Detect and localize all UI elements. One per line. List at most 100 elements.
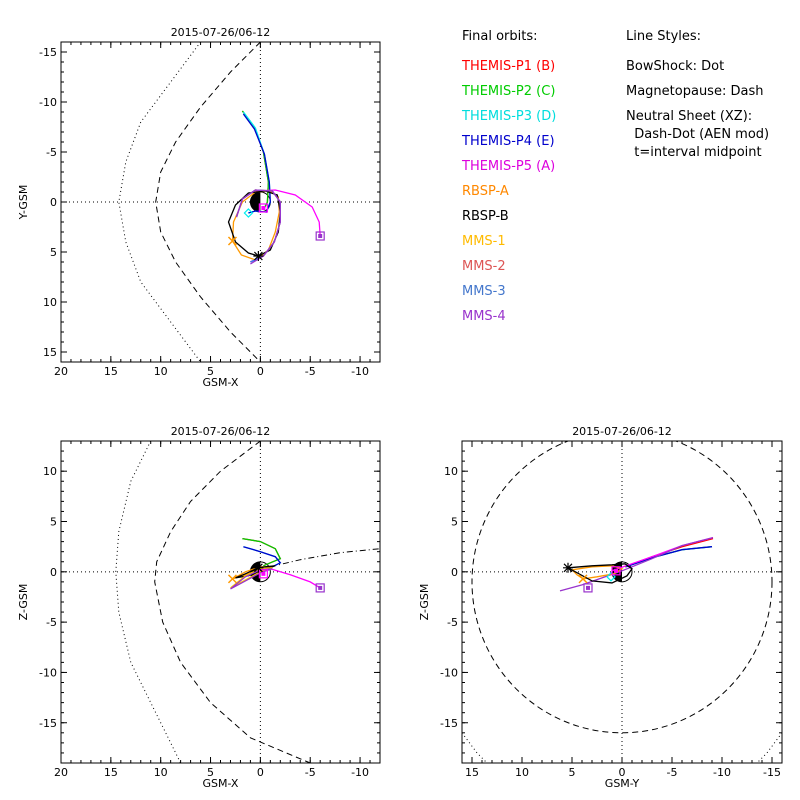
legend-entry: MMS-3	[462, 284, 506, 299]
xz-plot-panel: 2015-07-26/06-12 GSM-X Z-GSM 20 15 10 5 0 -5 -10 -…	[17, 425, 381, 790]
end-marker-diamond	[243, 208, 254, 218]
earth-night-side	[250, 192, 261, 212]
end-marker-x	[227, 236, 237, 246]
magnetopause-curve	[154, 441, 311, 763]
bowshock-curve	[118, 42, 202, 362]
y-tick-label: 0	[451, 566, 458, 579]
x-tick-label: -10	[351, 365, 369, 378]
legend-entry: THEMIS-P3 (D)	[461, 109, 556, 124]
end-marker-square-fill	[261, 206, 266, 210]
x-tick-label: 15	[104, 766, 118, 779]
end-marker-asterisk	[253, 562, 264, 573]
y-tick-label: 10	[43, 296, 57, 309]
x-tick-label: 10	[515, 766, 529, 779]
y-tick-label: -10	[39, 666, 57, 679]
end-marker-square-fill	[318, 234, 323, 238]
end-marker-asterisk	[563, 562, 573, 573]
x-tick-label: -5	[667, 766, 678, 779]
x-tick-label: 10	[154, 365, 168, 378]
x-tick-label: -15	[763, 766, 781, 779]
y-tick-label: -5	[46, 146, 57, 159]
x-axis-label: GSM-X	[203, 376, 239, 389]
end-marker-square	[315, 231, 325, 241]
xy-plot-panel: 2015-07-26/06-12 GSM-X Y-GSM 20 15 10 5 0 -5 -10 -…	[17, 26, 381, 389]
plot-frame	[60, 440, 381, 764]
orbit-mms-1	[230, 567, 273, 589]
line-style-entry: Neutral Sheet (XZ):	[626, 109, 752, 124]
line-styles-key: Line Styles: BowShock: Dot Magnetopause: …	[626, 29, 769, 160]
x-tick-label: 15	[465, 766, 479, 779]
x-tick-label: 5	[569, 766, 576, 779]
y-tick-label: -5	[46, 616, 57, 629]
x-tick-label: -10	[351, 766, 369, 779]
line-style-entry: BowShock: Dot	[626, 59, 724, 74]
plot-title: 2015-07-26/06-12	[572, 425, 672, 438]
x-tick-label: 0	[619, 766, 626, 779]
end-marker-square	[583, 583, 593, 593]
x-tick-label: 15	[104, 365, 118, 378]
line-style-entry: t=interval midpoint	[626, 145, 762, 160]
bowshock-curve	[462, 732, 488, 763]
x-tick-label: 0	[257, 766, 264, 779]
y-tick-label: 15	[43, 346, 57, 359]
bowshock-curve	[115, 441, 182, 763]
end-marker-square-fill	[318, 585, 323, 590]
line-style-entry: Magnetopause: Dash	[626, 84, 763, 99]
y-axis-label: Y-GSM	[17, 185, 30, 221]
y-tick-label: 0	[50, 566, 57, 579]
x-tick-label: 10	[154, 766, 168, 779]
legend-entry: RBSP-B	[462, 209, 509, 224]
end-marker-square	[258, 203, 268, 213]
x-tick-label: 20	[54, 766, 68, 779]
plot-frame	[60, 41, 381, 363]
legend-entry: MMS-4	[462, 309, 506, 324]
x-tick-label: 0	[257, 365, 264, 378]
y-tick-label: -15	[39, 717, 57, 730]
x-tick-label: 20	[54, 365, 68, 378]
x-axis-label: GSM-X	[203, 777, 239, 790]
y-tick-label: -5	[447, 616, 458, 629]
orbit-rbsp-b	[567, 563, 633, 584]
orbit-themis-p5-a-	[255, 189, 321, 237]
y-tick-label: 5	[50, 516, 57, 529]
end-marker-square-fill	[586, 585, 590, 590]
orbit-rbsp-a	[570, 565, 624, 580]
plot-title: 2015-07-26/06-12	[171, 425, 271, 438]
end-marker-square	[315, 583, 325, 593]
line-styles-heading: Line Styles:	[626, 29, 701, 44]
legend: Final orbits: THEMIS-P1 (B) THEMIS-P2 (C)…	[461, 29, 556, 324]
end-marker-square	[258, 569, 268, 579]
legend-entry: RBSP-A	[462, 184, 509, 199]
legend-entry: THEMIS-P1 (B)	[461, 59, 555, 74]
end-marker-x	[578, 574, 588, 584]
orbit-mms-4	[235, 189, 281, 265]
x-axis-label: GSM-Y	[605, 777, 640, 790]
bowshock-curve	[756, 732, 782, 763]
yz-plot-panel: 2015-07-26/06-12 GSM-Y Z-GSM 15 10 5 0 -5 -10 -15…	[418, 425, 783, 790]
magnetopause-curve	[471, 441, 773, 734]
y-tick-label: -10	[440, 666, 458, 679]
end-marker-diamond	[606, 571, 616, 582]
plot-area	[462, 441, 782, 763]
y-axis-label: Z-GSM	[418, 584, 431, 621]
legend-entries: THEMIS-P1 (B) THEMIS-P2 (C) THEMIS-P3 (D) T…	[461, 59, 556, 324]
y-tick-label: 5	[451, 516, 458, 529]
y-tick-label: 10	[43, 465, 57, 478]
orbit-themis-p5-a-	[270, 568, 321, 589]
y-tick-label: 0	[50, 196, 57, 209]
legend-entry: THEMIS-P5 (A)	[461, 159, 555, 174]
end-marker-square-fill	[261, 571, 266, 576]
neutral sheet-curve	[270, 548, 380, 568]
legend-entry: MMS-1	[462, 234, 506, 249]
x-tick-label: -10	[713, 766, 731, 779]
y-tick-label: -15	[440, 717, 458, 730]
end-marker-asterisk	[253, 251, 264, 261]
x-tick-label: 5	[207, 766, 214, 779]
y-axis-label: Z-GSM	[17, 584, 30, 621]
end-marker-square-fill	[614, 568, 618, 573]
y-tick-label: 10	[444, 465, 458, 478]
y-tick-label: 5	[50, 246, 57, 259]
y-tick-label: -15	[39, 46, 57, 59]
orbit-themis-p2-c-	[242, 537, 282, 567]
